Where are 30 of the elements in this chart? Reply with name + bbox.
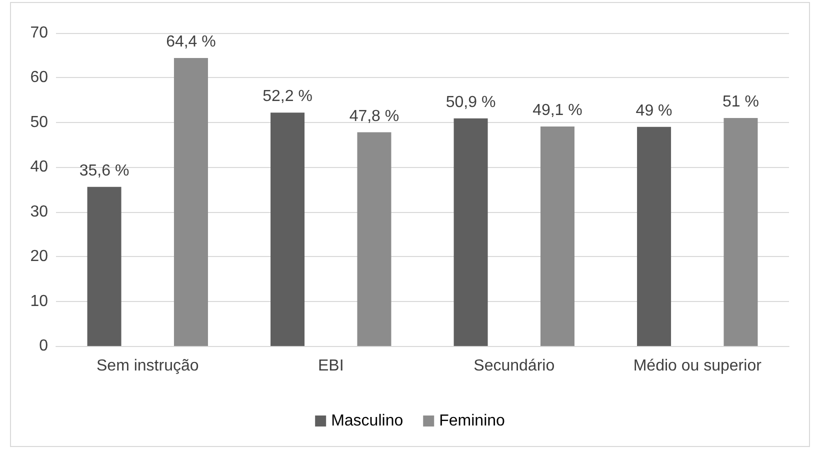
data-label: 64,4 % [166, 34, 216, 51]
bar [87, 186, 122, 346]
legend-label: Feminino [439, 412, 506, 430]
y-tick-label: 50 [30, 114, 48, 131]
bar [270, 112, 305, 346]
data-label: 51 % [722, 93, 759, 110]
bar [454, 118, 488, 346]
bar [174, 58, 208, 346]
bar [637, 126, 672, 346]
data-label: 35,6 % [79, 162, 130, 180]
bar [724, 118, 758, 346]
y-tick-label: 30 [30, 203, 48, 220]
y-tick-label: 0 [39, 338, 48, 354]
x-tick-label: Secundário [474, 358, 555, 374]
y-tick-label: 60 [30, 69, 48, 86]
data-label: 49,1 % [532, 102, 582, 119]
bar [357, 132, 392, 346]
y-tick-label: 70 [30, 24, 48, 42]
data-label: 47,8 % [349, 108, 400, 125]
legend-label: Masculino [331, 412, 404, 430]
bar [540, 126, 574, 346]
x-tick-label: Médio ou superior [633, 358, 762, 374]
y-tick-label: 20 [30, 248, 48, 266]
y-tick-label: 10 [30, 292, 48, 310]
data-label: 52,2 % [262, 88, 312, 106]
x-tick-label: Sem instrução [96, 358, 199, 374]
data-label: 50,9 % [446, 94, 496, 111]
x-tick-label: EBI [318, 358, 344, 374]
data-label: 49 % [636, 102, 672, 120]
y-tick-label: 40 [30, 158, 48, 176]
